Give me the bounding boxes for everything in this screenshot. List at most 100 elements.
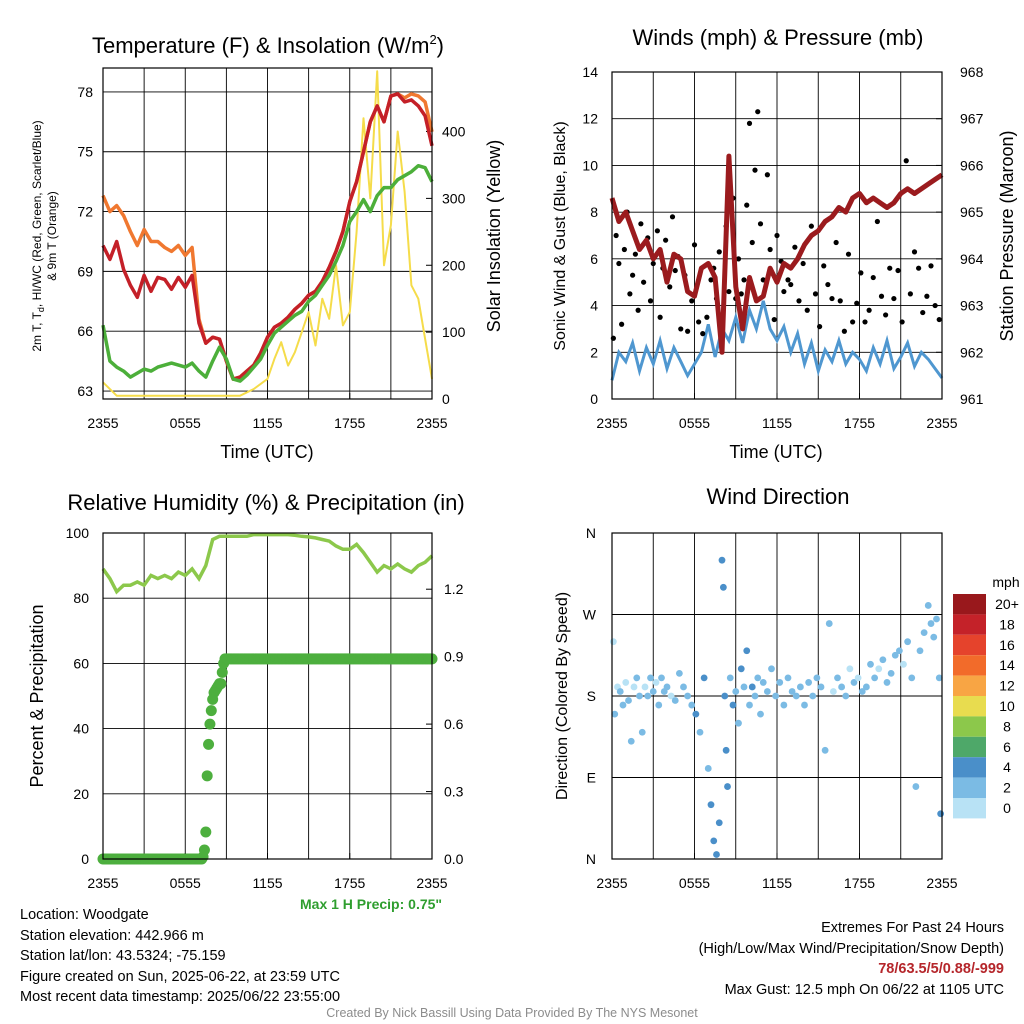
gust-point (808, 223, 814, 229)
direction-point (633, 674, 641, 682)
title-end: ) (437, 33, 444, 58)
gust-point (696, 319, 702, 325)
y-tick-label: 40 (73, 721, 89, 737)
direction-point (834, 674, 841, 682)
direction-point (680, 683, 687, 691)
series-rh (101, 532, 434, 595)
gust-point (781, 288, 787, 295)
direction-point (729, 701, 737, 709)
direction-point (688, 701, 696, 709)
y-tick-label: 100 (66, 525, 90, 541)
direction-point (658, 674, 665, 682)
y-tick-label: 2 (590, 344, 598, 360)
gust-point (899, 319, 905, 325)
direction-point (916, 647, 924, 655)
plot-frame (611, 532, 943, 860)
gust-point (735, 256, 742, 262)
gust-point (936, 316, 942, 323)
direction-point (780, 701, 788, 709)
direction-point (746, 701, 753, 709)
x-axis-label: Time (UTC) (729, 442, 822, 462)
legend-label: 2 (1003, 780, 1011, 796)
direction-point (663, 683, 671, 691)
x-tick-label: 2355 (596, 875, 627, 891)
gust-point (616, 260, 622, 267)
gust-point (887, 265, 893, 271)
direction-point (704, 765, 712, 772)
direction-point (900, 660, 907, 668)
station-location: Location: Woodgate (20, 907, 149, 923)
y2-tick-label: 1.2 (444, 581, 464, 597)
x-tick-label: 1155 (252, 415, 282, 431)
x-tick-label: 2355 (926, 415, 957, 431)
precip-point (203, 738, 215, 750)
precip-point (216, 666, 228, 678)
x-tick-label: 0555 (170, 875, 201, 891)
gust-point (916, 265, 922, 271)
y2-tick-label: 965 (960, 204, 984, 220)
gust-point (764, 172, 770, 178)
gust-point (669, 214, 676, 220)
y2-tick-label: 964 (960, 251, 984, 267)
x-tick-label: 1755 (334, 415, 365, 431)
gust-point (829, 295, 835, 302)
direction-point (636, 692, 643, 700)
y2-tick-label: 0.9 (444, 649, 464, 665)
x-tick-label: 2355 (87, 875, 118, 891)
direction-point (908, 674, 916, 682)
direction-point (616, 688, 624, 695)
legend-swatch (953, 696, 986, 717)
legend-label: 18 (999, 616, 1015, 632)
legend-label: 8 (1003, 718, 1011, 734)
gust-point (845, 251, 852, 257)
x-tick-label: 1755 (844, 875, 875, 891)
y-tick-label: 20 (73, 786, 89, 802)
direction-point (924, 602, 932, 609)
gust-point (657, 314, 663, 320)
gust-point (691, 242, 698, 248)
gust-point (833, 239, 839, 246)
gust-point (883, 312, 889, 318)
legend-swatch (953, 634, 986, 656)
direction-point (930, 633, 938, 641)
gust-point (672, 267, 678, 274)
direction-point (649, 688, 657, 695)
direction-point (763, 688, 771, 695)
extremes-legend: (High/Low/Max Wind/Precipitation/Snow De… (698, 940, 1004, 957)
gust-point (771, 316, 777, 323)
y2-tick-label: 300 (442, 190, 466, 206)
legend-label: 20+ (995, 596, 1019, 612)
gust-point (821, 263, 827, 269)
legend-label: 12 (999, 678, 1015, 694)
direction-point (724, 783, 731, 790)
gust-point (755, 109, 761, 115)
x-tick-label: 2355 (87, 415, 118, 431)
gust-point (858, 270, 864, 276)
gust-point (817, 323, 823, 330)
y-tick-label: 78 (77, 84, 93, 100)
y2-axis-label: Solar Insolation (Yellow) (484, 140, 504, 332)
direction-point (846, 665, 854, 673)
direction-point (713, 851, 720, 858)
y-axis-label-end: , HI/WC (Red, Green, Scarlet/Blue) (30, 120, 44, 307)
y-tick-label: 69 (77, 263, 93, 279)
y-tick-label: W (583, 607, 597, 623)
direction-point (821, 746, 829, 754)
gust-point (932, 302, 938, 309)
direction-point (933, 615, 940, 623)
gust-point (878, 293, 885, 299)
y-tick-label: 75 (77, 144, 93, 160)
direction-point (817, 683, 825, 691)
direction-point (692, 710, 700, 718)
max-gust: Max Gust: 12.5 mph On 06/22 at 1105 UTC (724, 981, 1004, 998)
y2-tick-label: 963 (960, 298, 984, 314)
legend-swatch (953, 594, 986, 615)
y-tick-label: 80 (73, 590, 89, 606)
y2-tick-label: 0.0 (444, 851, 464, 867)
y2-tick-label: 0 (442, 391, 450, 407)
direction-point (740, 683, 748, 691)
gust-point (911, 249, 918, 255)
gust-point (678, 326, 684, 332)
gust-point (708, 277, 714, 283)
